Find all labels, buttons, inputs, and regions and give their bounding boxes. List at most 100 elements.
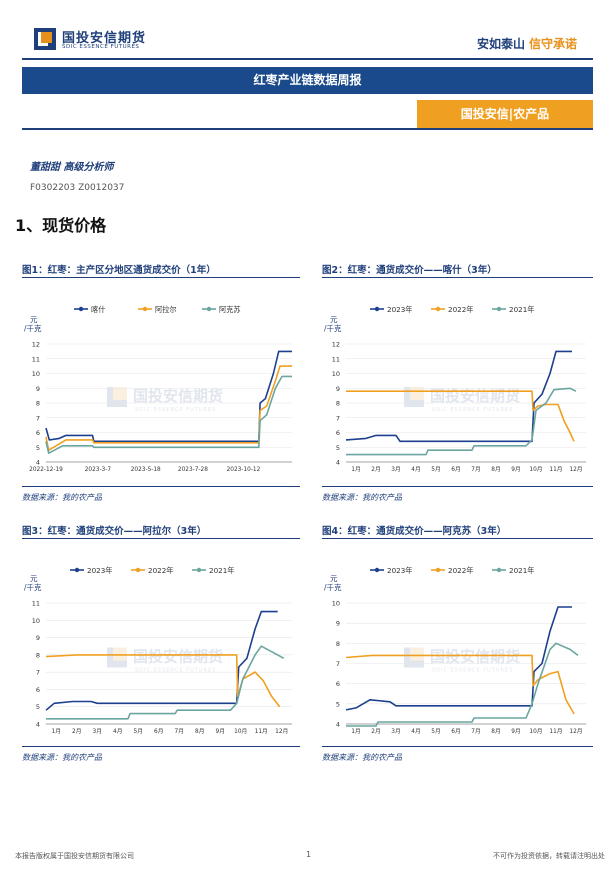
- watermark-logo-accent: [410, 387, 424, 400]
- y-axis-label: 元: [30, 315, 38, 324]
- series-line-2: [346, 390, 575, 442]
- y-tick-label: 4: [336, 459, 340, 467]
- legend-label: 2021年: [509, 305, 534, 314]
- y-tick-label: 5: [336, 444, 340, 452]
- y-tick-label: 6: [36, 429, 40, 437]
- y-axis-label-unit: /千克: [24, 582, 42, 592]
- x-tick-label: 7月: [175, 728, 185, 735]
- x-tick-label: 4月: [113, 728, 123, 735]
- watermark-subtext: SDIC ESSENCE FUTURES: [432, 668, 513, 674]
- category-tag: 国投安信|农产品: [417, 100, 593, 128]
- figure-2-rule: [322, 277, 593, 278]
- watermark: 国投安信期货 SDIC ESSENCE FUTURES: [404, 647, 520, 674]
- legend-marker: [374, 306, 380, 312]
- y-tick-label: 6: [336, 680, 340, 688]
- y-tick-label: 7: [36, 414, 40, 422]
- watermark-logo-accent: [113, 647, 127, 661]
- chart-fig2: 国投安信期货 SDIC ESSENCE FUTURES 元/千克 4 5 6 7 8 9 10 11…: [324, 305, 586, 473]
- x-tick-label: 5月: [431, 466, 441, 473]
- watermark-text: 国投安信期货: [133, 648, 223, 666]
- figure-1-bottom-rule: [22, 486, 300, 487]
- legend-marker: [74, 567, 80, 573]
- figure-2-bottom-rule: [322, 486, 593, 487]
- figure-3-source: 数据来源：我的农产品: [22, 753, 102, 762]
- y-tick-label: 5: [36, 703, 40, 711]
- y-tick-label: 6: [36, 686, 40, 694]
- y-axis-label: 元: [30, 574, 38, 583]
- chart-fig3: 国投安信期货 SDIC ESSENCE FUTURES 元/千克 4 5 6 7 8 9 10 11…: [24, 566, 292, 735]
- author-line: 董甜甜 高级分析师: [30, 162, 114, 173]
- x-tick-label: 1月: [52, 728, 62, 735]
- y-tick-label: 7: [336, 660, 340, 668]
- legend-label: 阿拉尔: [155, 305, 177, 314]
- y-tick-label: 11: [332, 355, 340, 363]
- x-tick-label: 1月: [351, 466, 361, 473]
- series-line-1: [345, 350, 572, 443]
- legend-label: 2022年: [148, 566, 173, 575]
- x-tick-label: 9月: [511, 728, 521, 735]
- y-tick-label: 8: [336, 400, 340, 408]
- figure-3-title: 图3：红枣：通货成交价——阿拉尔（3年）: [22, 526, 207, 537]
- x-tick-label: 2023-5-18: [131, 467, 161, 473]
- watermark-subtext: SDIC ESSENCE FUTURES: [432, 407, 513, 413]
- x-tick-label: 12月: [569, 466, 582, 473]
- y-tick-label: 9: [336, 620, 340, 628]
- legend-marker: [142, 306, 148, 312]
- y-tick-label: 7: [36, 669, 40, 677]
- y-tick-label: 5: [36, 444, 40, 452]
- x-tick-label: 11月: [549, 728, 562, 735]
- slogan-part-b: 信守承诺: [528, 37, 577, 51]
- legend-label: 2023年: [87, 566, 112, 575]
- report-title: 红枣产业链数据周报: [22, 67, 593, 94]
- x-tick-label: 2月: [371, 466, 381, 473]
- x-tick-label: 2023-7-28: [178, 467, 208, 473]
- x-tick-label: 4月: [411, 466, 421, 473]
- y-axis-label: 元: [330, 574, 338, 583]
- y-axis-label-unit: /千克: [324, 323, 342, 333]
- figure-1-rule: [22, 277, 300, 278]
- watermark: 国投安信期货 SDIC ESSENCE FUTURES: [107, 647, 223, 674]
- x-tick-label: 2023-3-7: [85, 467, 112, 473]
- y-tick-label: 10: [32, 617, 40, 625]
- x-tick-label: 9月: [216, 728, 226, 735]
- x-tick-label: 11月: [549, 466, 562, 473]
- figure-4-title: 图4：红枣：通货成交价——阿克苏（3年）: [322, 526, 507, 537]
- x-tick-label: 12月: [569, 728, 582, 735]
- legend-marker: [374, 567, 380, 573]
- watermark-logo-icon: [404, 647, 424, 668]
- tag-divider: [22, 128, 593, 130]
- figure-4-bottom-rule: [322, 746, 593, 747]
- page-number: 1: [306, 850, 312, 859]
- legend-marker: [196, 567, 202, 573]
- watermark-logo-icon: [107, 387, 127, 407]
- series-line-3: [46, 645, 285, 720]
- series-line-2: [345, 654, 575, 715]
- y-tick-label: 9: [36, 385, 40, 393]
- watermark-logo-accent: [410, 647, 424, 661]
- y-tick-label: 4: [36, 721, 40, 729]
- y-axis-label-unit: /千克: [24, 323, 42, 333]
- legend-label: 2023年: [387, 566, 412, 575]
- y-tick-label: 4: [336, 721, 340, 729]
- x-tick-label: 8月: [491, 728, 501, 735]
- legend-label: 2021年: [509, 566, 534, 575]
- chart-fig4: 国投安信期货 SDIC ESSENCE FUTURES 元/千克 4 5 6 7 8 9 10 1月…: [324, 566, 586, 735]
- footer-copyright: 本报告版权属于国投安信期货有限公司: [15, 852, 134, 860]
- figure-2-title: 图2：红枣：通货成交价——喀什（3年）: [322, 265, 497, 276]
- certificate-numbers: F0302203 Z0012037: [30, 183, 125, 193]
- section-title: 1、现货价格: [15, 216, 107, 235]
- x-tick-label: 2月: [371, 728, 381, 735]
- x-tick-label: 7月: [471, 728, 481, 735]
- legend: 2023年 2022年 2021年: [70, 566, 234, 575]
- logo-text: 国投安信期货: [62, 31, 147, 46]
- x-tick-label: 6月: [154, 728, 164, 735]
- series-line-3: [346, 387, 577, 456]
- x-tick-label: 2023-10-12: [227, 467, 261, 473]
- x-tick-label: 7月: [471, 466, 481, 473]
- x-tick-label: 10月: [234, 728, 247, 735]
- chart-fig1: 国投安信期货 SDIC ESSENCE FUTURES 元/千克 4 5 6 7 8 9 10 11…: [24, 305, 292, 473]
- x-tick-label: 5月: [134, 728, 144, 735]
- y-tick-label: 7: [336, 414, 340, 422]
- x-tick-label: 2022-12-19: [29, 467, 63, 473]
- series-line-3: [346, 642, 579, 727]
